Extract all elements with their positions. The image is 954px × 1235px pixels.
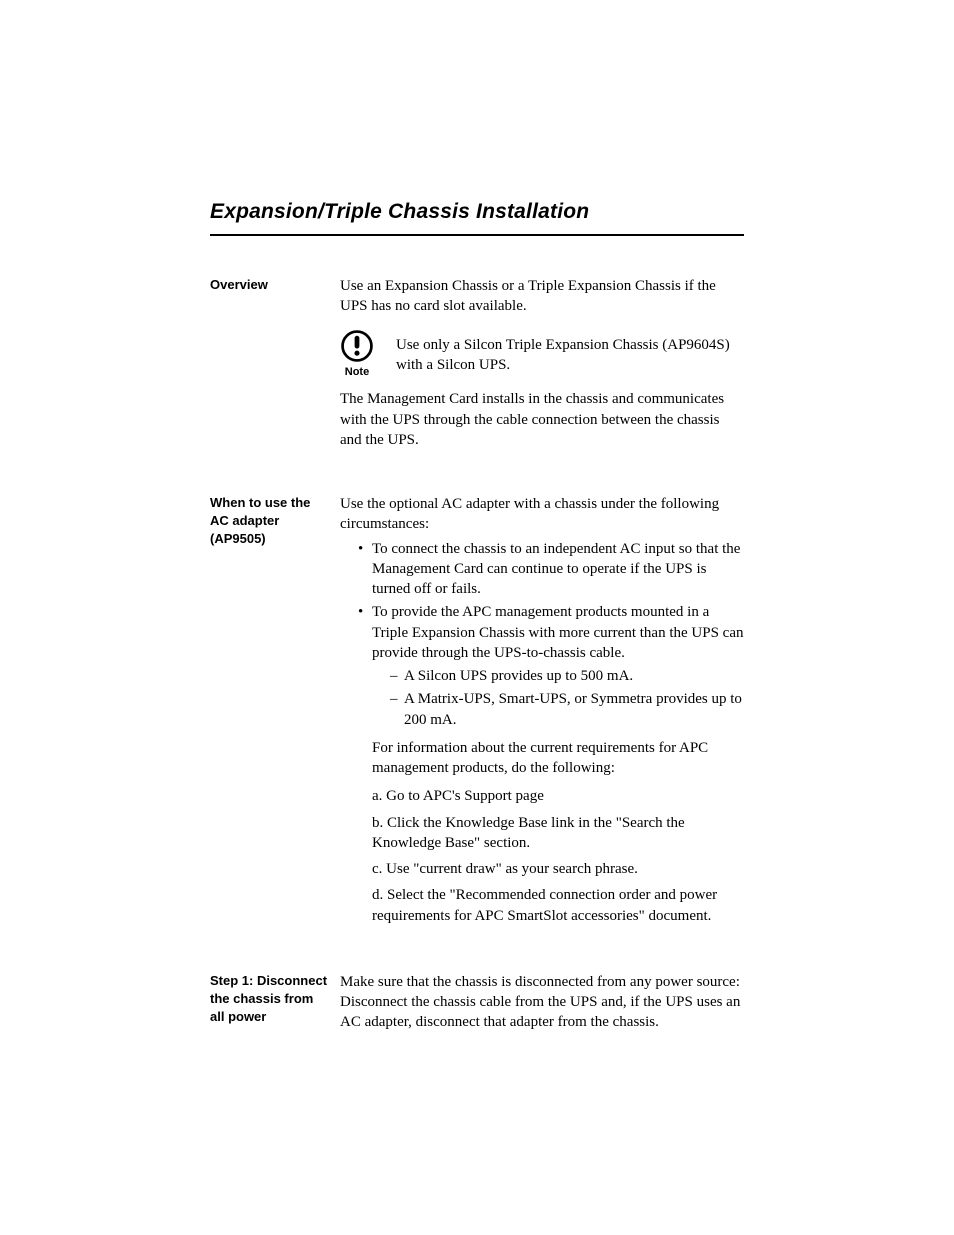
adapter-info: For information about the current requir… <box>340 738 744 779</box>
title-rule <box>210 234 744 236</box>
step1-text: Make sure that the chassis is disconnect… <box>340 972 744 1033</box>
overview-outro: The Management Card installs in the chas… <box>340 389 744 450</box>
note-block: Note Use only a Silcon Triple Expansion … <box>340 329 744 380</box>
overview-label: Overview <box>210 276 340 454</box>
step1-body: Make sure that the chassis is disconnect… <box>340 972 744 1037</box>
bullet-text: To provide the APC management products m… <box>372 604 743 661</box>
step1-label: Step 1: Disconnect the chassis from all … <box>210 972 340 1037</box>
letter-item: b. Click the Knowledge Base link in the … <box>372 813 744 854</box>
overview-body: Use an Expansion Chassis or a Triple Exp… <box>340 276 744 454</box>
section-step1: Step 1: Disconnect the chassis from all … <box>210 972 744 1037</box>
letter-item: c. Use "current draw" as your search phr… <box>372 859 744 879</box>
dash-item: A Silcon UPS provides up to 500 mA. <box>390 666 744 686</box>
section-adapter: When to use the AC adapter (AP9505) Use … <box>210 494 744 932</box>
dash-item: A Matrix-UPS, Smart-UPS, or Symmetra pro… <box>390 689 744 730</box>
letter-item: d. Select the "Recommended connection or… <box>372 885 744 926</box>
note-text: Use only a Silcon Triple Expansion Chass… <box>396 329 744 376</box>
note-icon <box>340 329 374 363</box>
section-overview: Overview Use an Expansion Chassis or a T… <box>210 276 744 454</box>
overview-intro: Use an Expansion Chassis or a Triple Exp… <box>340 276 744 317</box>
note-icon-wrap: Note <box>340 329 374 380</box>
bullet-item: To provide the APC management products m… <box>358 602 744 730</box>
letter-item: a. Go to APC's Support page <box>372 786 744 806</box>
adapter-label: When to use the AC adapter (AP9505) <box>210 494 340 932</box>
bullet-item: To connect the chassis to an independent… <box>358 539 744 600</box>
adapter-letters: a. Go to APC's Support page b. Click the… <box>340 786 744 926</box>
adapter-body: Use the optional AC adapter with a chass… <box>340 494 744 932</box>
page-title: Expansion/Triple Chassis Installation <box>210 200 744 224</box>
adapter-dashes: A Silcon UPS provides up to 500 mA. A Ma… <box>372 666 744 730</box>
note-label: Note <box>345 365 369 380</box>
adapter-intro: Use the optional AC adapter with a chass… <box>340 494 744 535</box>
adapter-bullets: To connect the chassis to an independent… <box>340 539 744 730</box>
